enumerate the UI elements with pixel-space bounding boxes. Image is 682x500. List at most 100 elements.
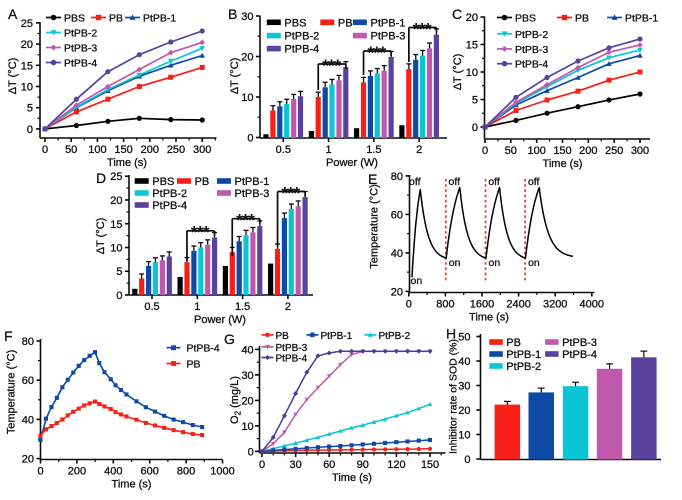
svg-text:PtPB-3: PtPB-3 xyxy=(371,31,406,43)
svg-text:1.5: 1.5 xyxy=(235,301,250,313)
svg-text:0: 0 xyxy=(247,133,253,145)
svg-text:PB: PB xyxy=(109,13,123,25)
svg-text:PtPB-4: PtPB-4 xyxy=(284,44,319,56)
svg-text:PtPB-4: PtPB-4 xyxy=(152,200,187,212)
svg-text:30: 30 xyxy=(241,11,253,23)
svg-text:2: 2 xyxy=(416,144,422,156)
svg-text:80: 80 xyxy=(22,336,34,348)
svg-text:PtPB-2: PtPB-2 xyxy=(515,29,548,41)
svg-text:C: C xyxy=(452,6,462,22)
svg-text:1600: 1600 xyxy=(470,299,494,311)
svg-text:0: 0 xyxy=(27,124,33,136)
svg-text:off: off xyxy=(449,176,461,188)
svg-text:20: 20 xyxy=(241,395,253,407)
svg-text:0: 0 xyxy=(42,144,48,156)
svg-text:PtPB-3: PtPB-3 xyxy=(276,343,308,354)
svg-text:5: 5 xyxy=(472,95,478,107)
svg-text:0: 0 xyxy=(116,290,122,302)
svg-text:PtPB-2: PtPB-2 xyxy=(506,361,541,373)
svg-text:20: 20 xyxy=(391,286,403,298)
svg-text:5: 5 xyxy=(27,103,33,115)
svg-text:0: 0 xyxy=(259,459,265,471)
svg-text:800: 800 xyxy=(177,466,195,478)
svg-text:ΔT (°C): ΔT (°C) xyxy=(229,58,241,95)
svg-text:PtPB-2: PtPB-2 xyxy=(152,188,187,200)
svg-text:0.5: 0.5 xyxy=(144,301,159,313)
svg-text:***: *** xyxy=(191,222,210,242)
svg-text:10: 10 xyxy=(458,430,470,442)
svg-text:Time (s): Time (s) xyxy=(469,312,509,324)
svg-text:PB: PB xyxy=(575,13,589,25)
svg-text:300: 300 xyxy=(193,144,211,156)
svg-text:***: *** xyxy=(413,19,432,39)
svg-text:off: off xyxy=(528,176,540,188)
svg-text:100: 100 xyxy=(528,145,546,157)
svg-text:PtPB-4: PtPB-4 xyxy=(64,58,97,70)
svg-text:***: *** xyxy=(322,55,341,75)
svg-text:90: 90 xyxy=(357,459,369,471)
svg-text:Temperature (°C): Temperature (°C) xyxy=(6,350,18,434)
svg-text:10: 10 xyxy=(241,421,253,433)
svg-text:PBS: PBS xyxy=(515,13,536,25)
svg-text:Time (s): Time (s) xyxy=(112,479,152,491)
svg-text:on: on xyxy=(449,257,461,269)
svg-text:80: 80 xyxy=(391,171,403,183)
svg-text:PtPB-2: PtPB-2 xyxy=(379,331,411,342)
svg-text:PBS: PBS xyxy=(64,13,85,25)
svg-text:off: off xyxy=(409,176,421,188)
svg-text:1: 1 xyxy=(194,301,200,313)
svg-text:PBS: PBS xyxy=(152,176,174,188)
svg-text:15: 15 xyxy=(466,40,478,52)
svg-text:Power (W): Power (W) xyxy=(194,314,246,326)
svg-text:PtPB-1: PtPB-1 xyxy=(371,17,406,29)
svg-text:Inhibitor rate of SOD (%): Inhibitor rate of SOD (%) xyxy=(448,339,460,454)
svg-text:PtPB-1: PtPB-1 xyxy=(321,331,353,342)
svg-text:4000: 4000 xyxy=(580,299,604,311)
svg-text:0: 0 xyxy=(464,454,470,466)
svg-text:25: 25 xyxy=(21,18,33,30)
svg-text:E: E xyxy=(368,171,377,187)
svg-text:PtPB-1: PtPB-1 xyxy=(143,13,176,25)
svg-text:PtPB-3: PtPB-3 xyxy=(515,44,548,56)
svg-text:20: 20 xyxy=(241,52,253,64)
svg-text:800: 800 xyxy=(436,299,454,311)
svg-text:PtPB-4: PtPB-4 xyxy=(187,343,220,355)
svg-text:0.5: 0.5 xyxy=(276,144,291,156)
svg-text:D: D xyxy=(96,170,106,186)
svg-text:0: 0 xyxy=(482,145,488,157)
svg-text:60: 60 xyxy=(323,459,335,471)
svg-text:PtPB-3: PtPB-3 xyxy=(562,337,597,349)
svg-text:PtPB-4: PtPB-4 xyxy=(515,59,548,71)
svg-text:***: *** xyxy=(367,42,386,62)
svg-text:B: B xyxy=(228,6,237,22)
svg-text:40: 40 xyxy=(241,344,253,356)
svg-text:on: on xyxy=(489,257,501,269)
svg-text:0: 0 xyxy=(406,299,412,311)
svg-text:100: 100 xyxy=(88,144,106,156)
svg-text:20: 20 xyxy=(466,12,478,24)
svg-text:2400: 2400 xyxy=(506,299,530,311)
svg-text:Temperature (°C): Temperature (°C) xyxy=(369,184,381,268)
svg-text:20: 20 xyxy=(22,454,34,466)
svg-text:PB: PB xyxy=(195,176,210,188)
svg-text:300: 300 xyxy=(631,145,649,157)
svg-text:2: 2 xyxy=(285,301,291,313)
svg-text:Time (s): Time (s) xyxy=(107,157,147,169)
svg-text:50: 50 xyxy=(505,145,517,157)
svg-text:PB: PB xyxy=(506,337,521,349)
svg-text:150: 150 xyxy=(553,145,571,157)
svg-text:ΔT (°C): ΔT (°C) xyxy=(95,218,107,255)
svg-text:3200: 3200 xyxy=(543,299,567,311)
svg-text:1.5: 1.5 xyxy=(366,144,381,156)
svg-text:G: G xyxy=(224,331,235,347)
svg-text:PBS: PBS xyxy=(284,17,306,29)
svg-text:20: 20 xyxy=(458,405,470,417)
svg-text:Power (W): Power (W) xyxy=(326,157,378,169)
svg-text:150: 150 xyxy=(421,459,439,471)
svg-text:on: on xyxy=(528,257,540,269)
svg-text:600: 600 xyxy=(141,466,159,478)
svg-text:off: off xyxy=(488,176,500,188)
svg-text:1000: 1000 xyxy=(210,466,234,478)
svg-text:10: 10 xyxy=(21,82,33,94)
svg-text:PB: PB xyxy=(276,331,290,342)
